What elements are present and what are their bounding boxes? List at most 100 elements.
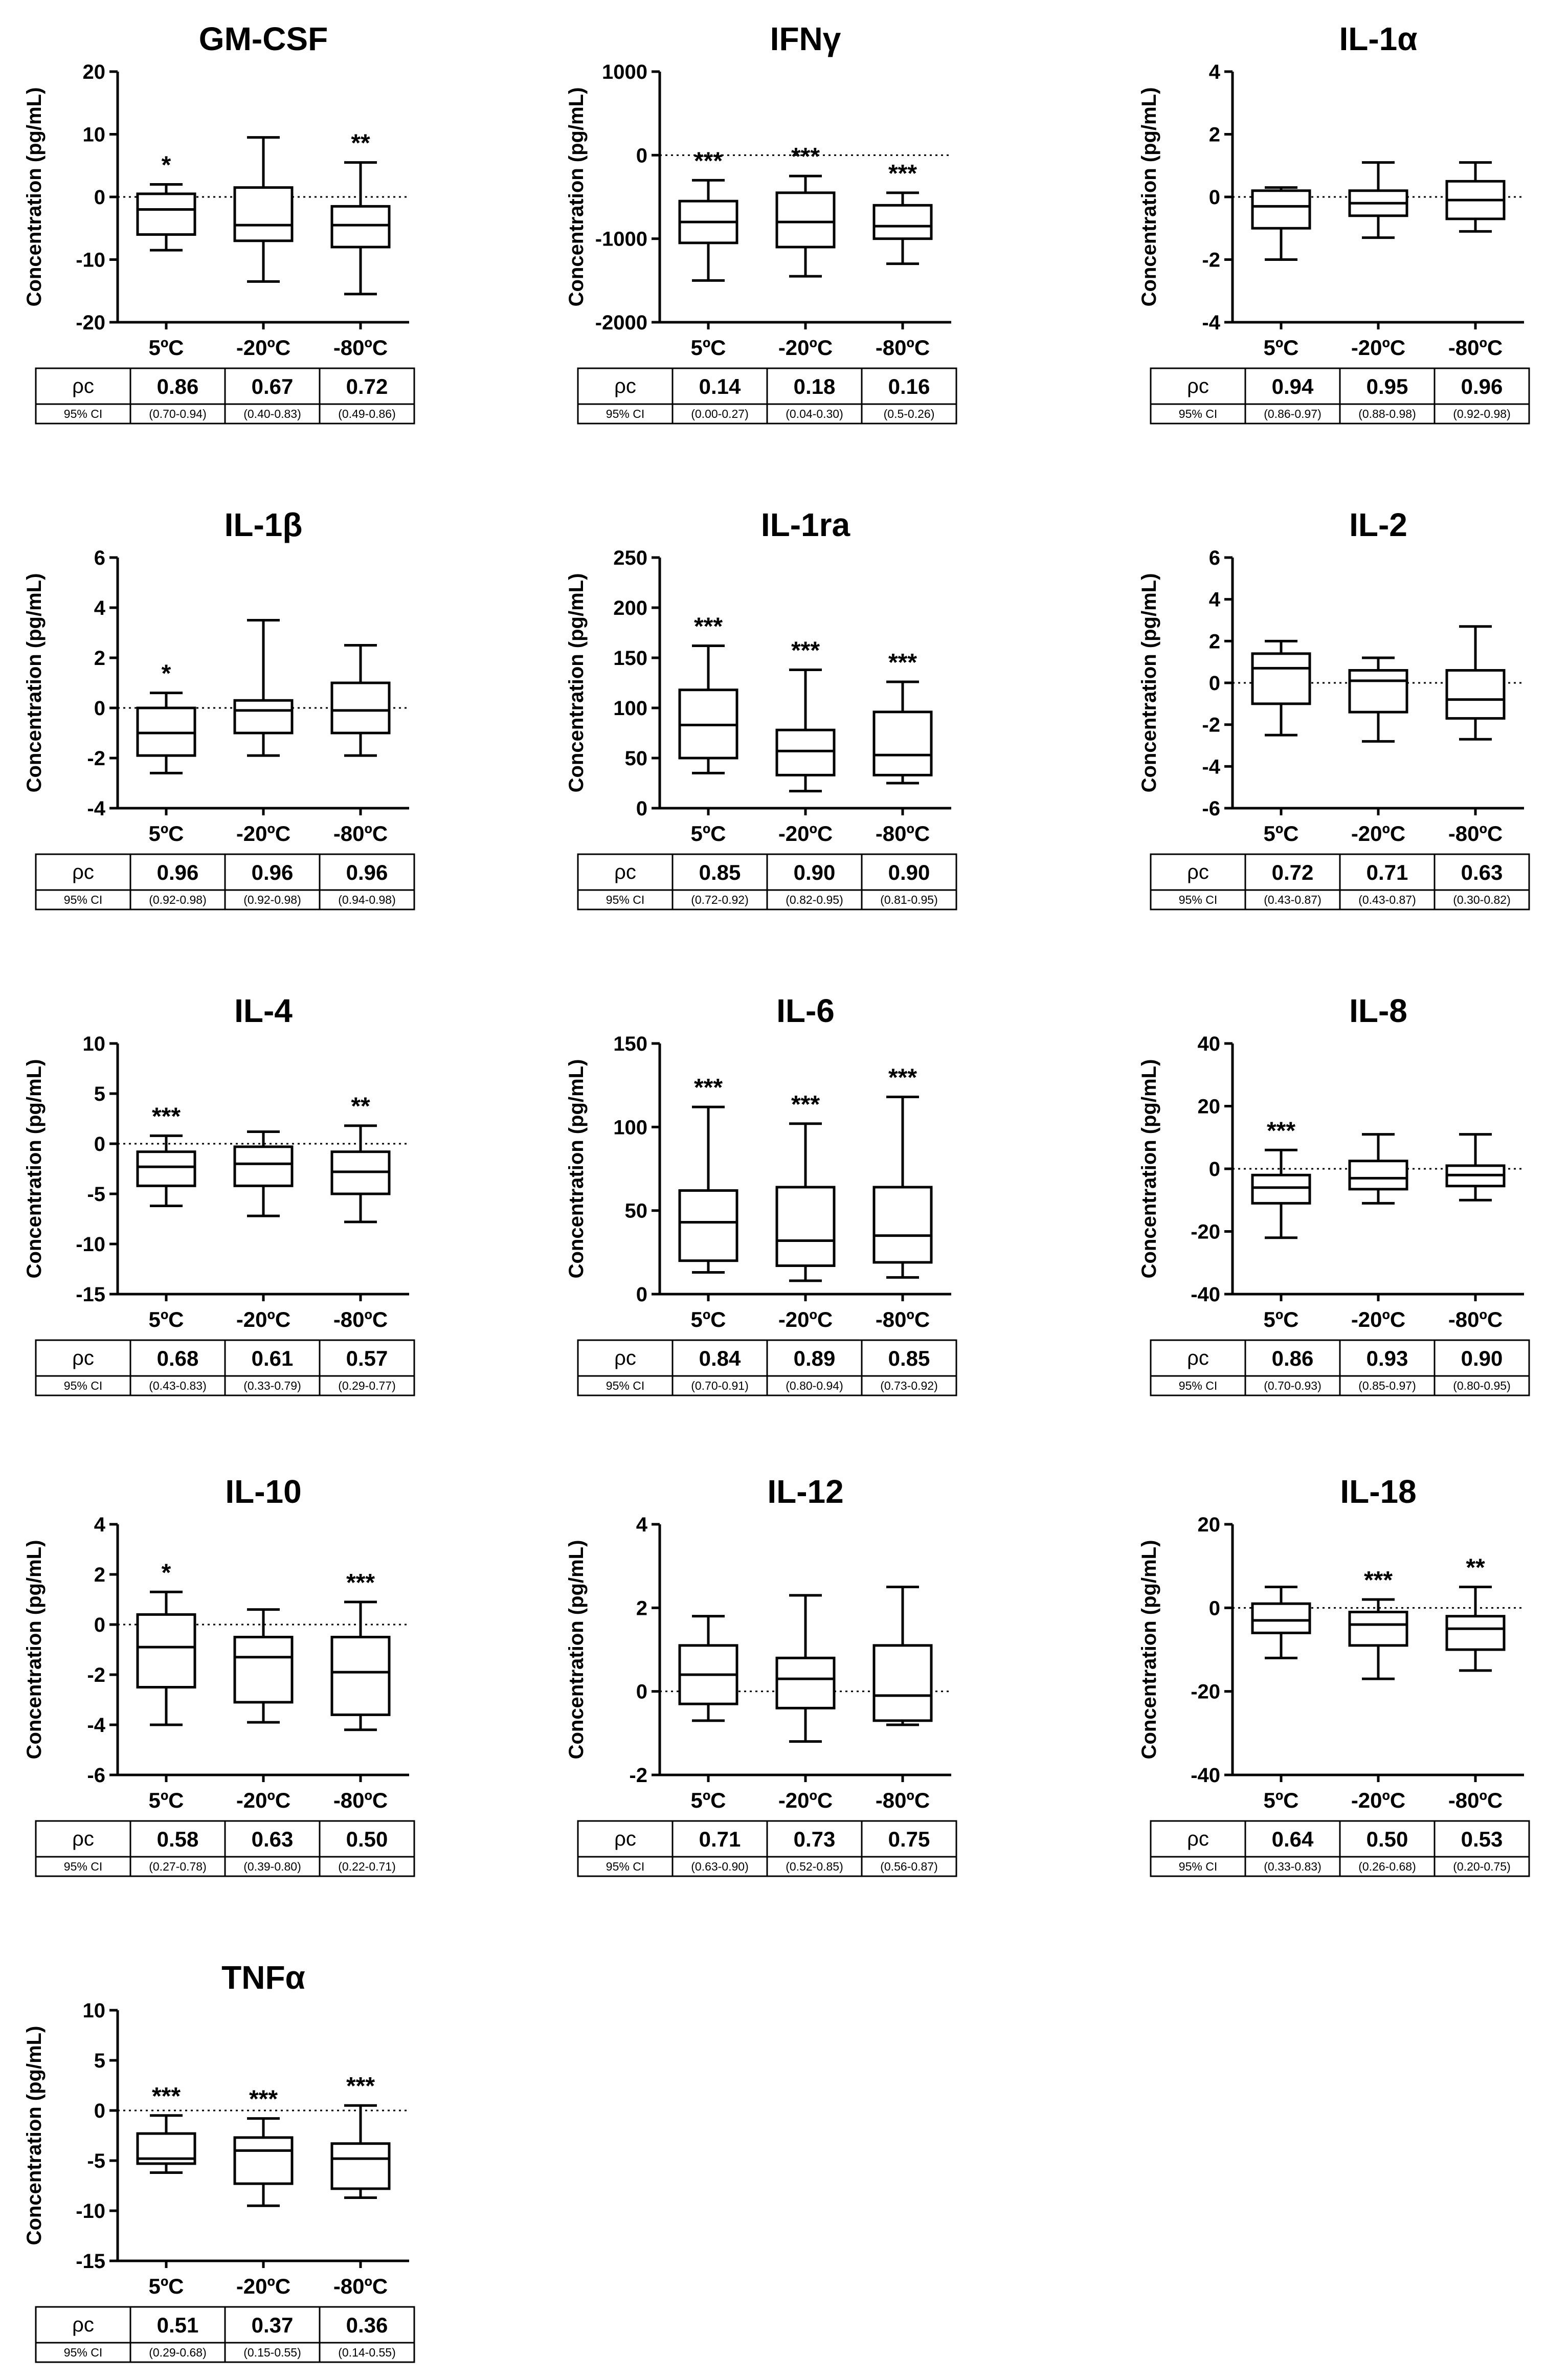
box-1: * [136, 1559, 196, 1726]
box-iqr [1251, 1173, 1311, 1205]
box-3: ** [330, 1093, 391, 1224]
x-tick-label: -20ºC [236, 1307, 290, 1331]
box-3 [1445, 161, 1506, 233]
table-cell-rho: 0.75 [888, 1827, 930, 1851]
panel-il-1-: IL-1α Concentration (pg/mL) -4 -2 0 2 4 5ºC -20º… [1138, 20, 1530, 425]
y-tick-label: 0 [636, 1283, 647, 1306]
table-label-ci: 95% CI [606, 1860, 644, 1873]
table-cell-ci: (0.33-0.83) [1264, 1860, 1321, 1873]
x-tick-label: -80ºC [876, 1788, 930, 1812]
x-tick-label: -80ºC [1448, 1788, 1503, 1812]
x-tick-label: -80ºC [1448, 336, 1503, 360]
significance-marker: *** [888, 1064, 917, 1092]
box-iqr [1445, 669, 1506, 720]
table-label-rho: ρc [72, 861, 94, 883]
table-cell-rho: 0.51 [157, 2313, 199, 2337]
significance-marker: * [162, 660, 171, 687]
significance-marker: *** [791, 143, 820, 170]
box-iqr [1251, 1602, 1311, 1634]
box-iqr [1251, 189, 1311, 230]
table-cell-rho: 0.96 [346, 860, 388, 884]
box-iqr [775, 728, 836, 776]
y-tick-label: 0 [94, 2100, 105, 2122]
y-tick-label: 0 [1209, 186, 1220, 209]
y-tick-label: 4 [1209, 61, 1221, 83]
box-1: *** [136, 1103, 196, 1208]
x-tick-label: 5ºC [1263, 1788, 1298, 1812]
table-cell-rho: 0.96 [252, 860, 294, 884]
box-iqr [872, 1644, 933, 1722]
table-cell-ci: (0.80-0.95) [1453, 1379, 1511, 1392]
y-tick-label: 20 [1198, 1096, 1221, 1118]
y-tick-label: -10 [76, 2200, 105, 2223]
box-iqr [330, 681, 391, 735]
table-label-rho: ρc [72, 2314, 94, 2336]
table-cell-rho: 0.71 [1367, 860, 1408, 884]
box-iqr [233, 2136, 294, 2185]
x-tick-label: -20ºC [236, 2274, 290, 2298]
table-cell-rho: 0.95 [1367, 374, 1408, 398]
table-cell-ci: (0.70-0.93) [1264, 1379, 1321, 1392]
table-cell-ci: (0.20-0.75) [1453, 1860, 1511, 1873]
y-tick-label: -6 [1202, 797, 1220, 820]
box-2 [1348, 656, 1408, 743]
box-1 [1251, 1586, 1311, 1659]
table-cell-rho: 0.61 [252, 1346, 294, 1370]
box-1: * [136, 152, 196, 252]
table-cell-ci: (0.43-0.87) [1358, 893, 1416, 906]
box-3: *** [330, 2073, 391, 2199]
x-tick-label: -80ºC [333, 2274, 388, 2298]
chart-title: TNFα [221, 1959, 305, 1996]
table-cell-rho: 0.16 [888, 374, 930, 398]
x-tick-label: -80ºC [876, 336, 930, 360]
y-tick-label: -2 [1202, 714, 1220, 737]
y-tick-label: 0 [94, 1614, 105, 1636]
box-1: *** [678, 147, 738, 282]
x-tick-label: -80ºC [1448, 821, 1503, 846]
y-tick-label: 0 [94, 186, 105, 209]
table-label-rho: ρc [614, 375, 636, 397]
table-cell-rho: 0.72 [1272, 860, 1314, 884]
stats-table: ρc 95% CI 0.68 (0.43-0.83) 0.61 (0.33-0.79) 0.… [35, 1339, 415, 1396]
stats-table: ρc 95% CI 0.86 (0.70-0.94) 0.67 (0.40-0.83) 0.… [35, 367, 415, 425]
box-iqr [678, 1189, 738, 1262]
box-2 [233, 136, 294, 283]
significance-marker: ** [351, 1093, 370, 1120]
y-tick-label: 150 [613, 1033, 647, 1055]
x-tick-label: -20ºC [236, 336, 290, 360]
y-tick-label: 2 [94, 647, 105, 670]
table-cell-ci: (0.81-0.95) [880, 893, 938, 906]
box-iqr [775, 1186, 836, 1267]
x-tick-label: 5ºC [1263, 1307, 1298, 1331]
significance-marker: *** [791, 1091, 820, 1118]
y-tick-label: 10 [83, 1033, 106, 1055]
significance-marker: *** [346, 1569, 375, 1596]
chart-title: IFNγ [770, 20, 841, 57]
table-cell-ci: (0.85-0.97) [1358, 1379, 1416, 1392]
table-cell-rho: 0.50 [1367, 1827, 1408, 1851]
y-axis-label: Concentration (pg/mL) [23, 1540, 46, 1760]
box-iqr [233, 699, 294, 735]
table-cell-rho: 0.85 [888, 1346, 930, 1370]
box-1: * [136, 660, 196, 774]
table-cell-rho: 0.50 [346, 1827, 388, 1851]
x-tick-label: -20ºC [1351, 336, 1405, 360]
panel-il-2: IL-2 Concentration (pg/mL) -6 -4 -2 0 2 4 6 5ºC -2… [1138, 506, 1530, 910]
y-axis-label: Concentration (pg/mL) [565, 1540, 588, 1760]
box-2: *** [775, 637, 836, 793]
significance-marker: * [162, 1559, 171, 1586]
box-iqr [136, 192, 196, 236]
table-cell-rho: 0.58 [157, 1827, 199, 1851]
x-tick-label: -20ºC [778, 336, 833, 360]
x-tick-label: -80ºC [333, 1307, 388, 1331]
table-cell-ci: (0.43-0.83) [149, 1379, 207, 1392]
table-label-rho: ρc [72, 1347, 94, 1369]
y-axis-label: Concentration (pg/mL) [1138, 1059, 1160, 1279]
table-label-ci: 95% CI [1179, 893, 1217, 906]
y-axis-label: Concentration (pg/mL) [1138, 87, 1160, 307]
box-iqr [330, 2142, 391, 2190]
table-label-ci: 95% CI [1179, 1860, 1217, 1873]
x-tick-label: -20ºC [236, 1788, 290, 1812]
panel-gm-csf: GM-CSF Concentration (pg/mL) -20 -10 0 10 20 * 5… [23, 20, 415, 425]
chart-title: IL-12 [767, 1473, 843, 1510]
